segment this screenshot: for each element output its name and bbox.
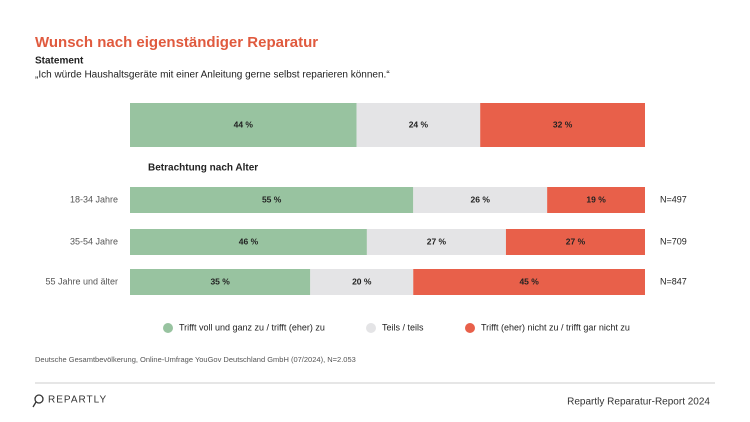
- section-label: Betrachtung nach Alter: [148, 163, 258, 174]
- value-label: 44 %: [234, 119, 254, 129]
- legend-marker: [465, 323, 475, 333]
- bar-segment: [505, 229, 645, 255]
- statement: „Ich würde Haushaltsgeräte mit einer Anl…: [35, 70, 390, 81]
- source-note: Deutsche Gesamtbevölkerung, Online-Umfra…: [35, 355, 356, 364]
- value-label: 27 %: [427, 236, 447, 246]
- legend-label: Trifft voll und ganz zu / trifft (eher) …: [179, 322, 325, 332]
- legend-label: Trifft (eher) nicht zu / trifft gar nich…: [481, 322, 630, 332]
- value-label: 20 %: [352, 276, 372, 286]
- bar-segment: [130, 103, 357, 147]
- bar-segment: [356, 103, 481, 147]
- bar-segment: [413, 187, 548, 213]
- value-label: 45 %: [519, 276, 539, 286]
- legend-marker: [366, 323, 376, 333]
- bar-segment: [366, 229, 506, 255]
- y-tick-label: 55 Jahre und älter: [45, 276, 118, 286]
- y-tick-label: 35-54 Jahre: [70, 236, 118, 246]
- value-label: 27 %: [566, 236, 586, 246]
- sample-size: N=709: [660, 236, 687, 246]
- value-label: 46 %: [239, 236, 259, 246]
- value-label: 26 %: [471, 194, 491, 204]
- bar-segment: [310, 269, 414, 295]
- y-tick-label: 18-34 Jahre: [70, 194, 118, 204]
- legend-marker: [163, 323, 173, 333]
- sample-size: N=497: [660, 194, 687, 204]
- value-label: 35 %: [210, 276, 230, 286]
- subtitle: Statement: [35, 56, 84, 67]
- bar-segment: [130, 229, 367, 255]
- bar-segment: [130, 269, 311, 295]
- bar-segment: [480, 103, 645, 147]
- sample-size: N=847: [660, 276, 687, 286]
- footer-text: Repartly Reparatur-Report 2024: [567, 397, 710, 408]
- value-label: 55 %: [262, 194, 282, 204]
- chart-title: Wunsch nach eigenständiger Reparatur: [35, 34, 318, 51]
- value-label: 19 %: [586, 194, 606, 204]
- bar-segment: [547, 187, 645, 213]
- value-label: 32 %: [553, 119, 573, 129]
- brand-logo: [32, 394, 44, 408]
- bar-segment: [130, 187, 414, 213]
- brand-name: REPARTLY: [48, 395, 107, 406]
- value-label: 24 %: [409, 119, 429, 129]
- legend-label: Teils / teils: [382, 322, 424, 332]
- bar-segment: [413, 269, 645, 295]
